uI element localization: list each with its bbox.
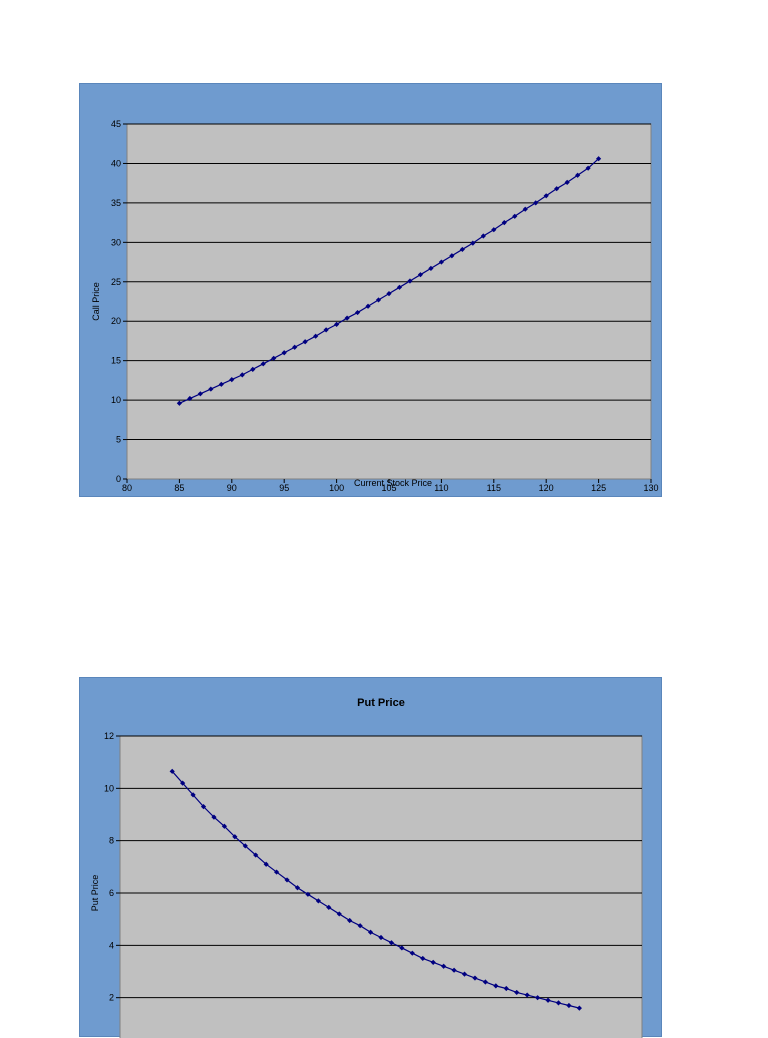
put-price-chart-svg: Put Price024681012Put Price xyxy=(90,697,643,1038)
data-point xyxy=(396,284,403,290)
data-point xyxy=(522,206,528,212)
y-tick-label: 12 xyxy=(104,731,114,741)
y-tick-label: 2 xyxy=(109,993,114,1003)
x-tick-label: 130 xyxy=(643,483,658,493)
data-point xyxy=(480,233,486,239)
y-tick-label: 20 xyxy=(111,316,121,326)
data-point xyxy=(503,985,509,992)
plot-area xyxy=(126,123,652,480)
series-line xyxy=(171,770,580,1009)
data-point xyxy=(292,344,298,350)
y-tick-label: 8 xyxy=(109,836,114,846)
x-axis-title: Current Stock Price xyxy=(354,478,432,488)
y-tick-label: 4 xyxy=(109,940,114,950)
x-tick-label: 95 xyxy=(279,483,289,493)
chart-title: Put Price xyxy=(357,697,405,709)
y-tick-label: 6 xyxy=(109,888,114,898)
data-point xyxy=(441,963,447,969)
data-point xyxy=(176,400,182,406)
data-point xyxy=(354,309,361,316)
y-axis-title: Put Price xyxy=(90,875,100,912)
x-tick-label: 115 xyxy=(487,483,501,493)
y-tick-label: 10 xyxy=(111,395,121,405)
data-point xyxy=(585,165,591,171)
data-point xyxy=(378,934,384,941)
data-point xyxy=(409,950,415,956)
data-point xyxy=(451,967,457,973)
x-tick-label: 100 xyxy=(329,483,344,493)
data-point xyxy=(512,213,518,219)
data-point xyxy=(239,372,245,378)
y-tick-label: 10 xyxy=(104,783,114,793)
data-point xyxy=(472,975,478,981)
data-point xyxy=(420,955,426,962)
data-point xyxy=(250,366,256,372)
y-tick-label: 45 xyxy=(111,119,121,129)
put-price-chart: Put Price024681012Put Price xyxy=(79,677,662,1038)
y-axis-title: Call Price xyxy=(91,282,101,321)
data-point xyxy=(365,303,371,309)
call-price-chart: 0 5 10 15 20 25 30 35 40 45 80 85 90 95 100 105 110 115 12… xyxy=(79,83,662,497)
data-point xyxy=(576,1005,582,1011)
data-point xyxy=(596,156,602,162)
data-point xyxy=(367,929,374,935)
data-point xyxy=(545,997,551,1003)
data-point xyxy=(564,179,570,185)
y-tick-label: 30 xyxy=(111,237,121,247)
data-point xyxy=(208,386,214,392)
data-point xyxy=(470,240,476,246)
plot-area xyxy=(119,735,643,1038)
x-tick-label: 105 xyxy=(381,483,396,493)
data-point xyxy=(430,959,436,965)
data-point xyxy=(388,940,395,946)
data-point xyxy=(566,1002,572,1009)
data-point xyxy=(482,979,488,985)
y-tick-label: 15 xyxy=(111,356,121,366)
data-point xyxy=(407,278,413,284)
data-point xyxy=(459,246,465,253)
call-price-chart-svg: 0 5 10 15 20 25 30 35 40 45 80 85 90 95 100 105 110 115 12… xyxy=(91,119,659,493)
y-tick-label: 35 xyxy=(111,198,121,208)
data-point xyxy=(281,350,287,356)
y-tick-label: 25 xyxy=(111,277,121,287)
x-tick-label: 110 xyxy=(434,483,448,493)
data-point xyxy=(169,768,175,774)
data-point xyxy=(554,186,560,192)
data-point xyxy=(533,200,539,206)
x-tick-label: 90 xyxy=(227,483,237,493)
data-point xyxy=(535,995,541,1001)
data-point xyxy=(326,904,332,910)
data-point xyxy=(461,971,468,977)
data-point xyxy=(187,395,193,402)
data-point xyxy=(493,983,499,989)
data-point xyxy=(438,259,444,265)
data-point xyxy=(555,1000,562,1006)
data-point xyxy=(524,992,530,998)
data-point xyxy=(449,253,455,259)
x-tick-label: 125 xyxy=(591,483,606,493)
data-point xyxy=(218,381,224,387)
data-point xyxy=(229,377,235,383)
data-point xyxy=(514,989,520,996)
data-point xyxy=(260,361,266,367)
x-tick-label: 80 xyxy=(122,483,132,493)
data-point xyxy=(190,792,196,798)
data-point xyxy=(543,193,549,199)
y-tick-label: 0 xyxy=(116,474,121,484)
y-tick-label: 5 xyxy=(116,435,121,445)
data-point xyxy=(399,945,405,951)
data-point xyxy=(491,227,497,233)
data-point xyxy=(501,220,507,226)
x-tick-label: 85 xyxy=(174,483,184,493)
x-tick-label: 120 xyxy=(539,483,554,493)
y-tick-label: 40 xyxy=(111,158,121,168)
data-point xyxy=(575,172,581,178)
